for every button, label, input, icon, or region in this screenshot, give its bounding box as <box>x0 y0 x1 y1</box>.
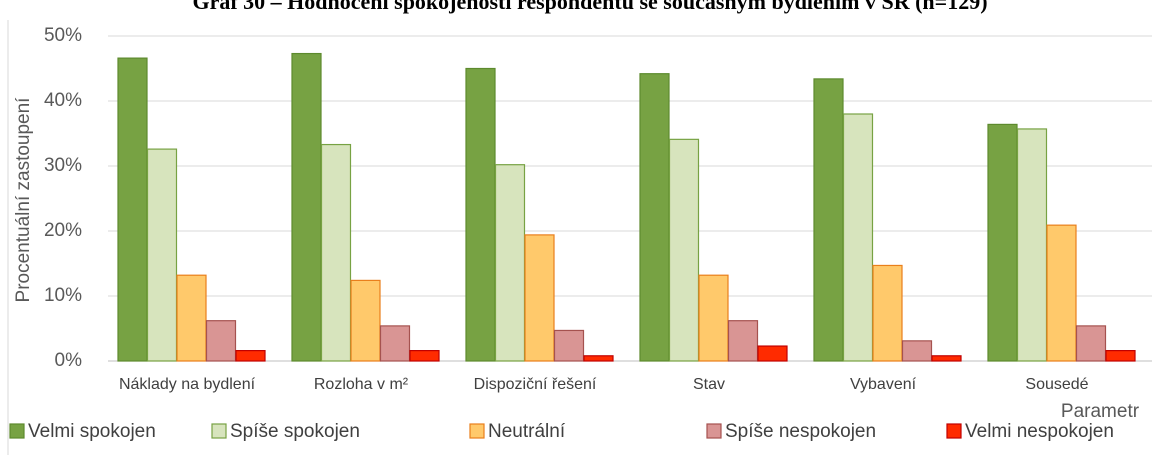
bar <box>757 345 788 362</box>
bar <box>842 113 874 362</box>
y-tick-label: 40% <box>44 90 82 111</box>
x-tick-label: Náklady na bydlení <box>119 376 256 393</box>
bar <box>409 350 440 362</box>
legend-swatch <box>706 423 722 439</box>
bar <box>465 67 496 362</box>
bar <box>291 52 322 362</box>
x-tick-label: Vybavení <box>850 376 917 393</box>
x-tick-label: Rozloha v m² <box>314 376 409 393</box>
bar <box>379 325 411 362</box>
legend-swatch <box>9 423 25 439</box>
bar <box>494 164 526 362</box>
bar <box>205 320 237 362</box>
bar <box>901 340 933 362</box>
bar <box>235 350 266 362</box>
x-tick-label: Stav <box>693 376 725 393</box>
legend-label: Velmi nespokojen <box>965 421 1114 442</box>
bar <box>639 73 670 362</box>
bar <box>872 264 903 362</box>
y-tick-label: 20% <box>44 220 82 241</box>
bar <box>320 143 352 362</box>
bar <box>1075 325 1107 362</box>
bar <box>1105 350 1136 362</box>
bar <box>176 274 207 362</box>
x-tick-label: Dispoziční řešení <box>474 376 597 393</box>
bar <box>813 78 844 362</box>
bar <box>727 320 759 362</box>
legend-label: Velmi spokojen <box>28 421 156 442</box>
bar <box>987 123 1018 362</box>
legend-label: Neutrální <box>488 421 566 442</box>
bar <box>668 138 700 362</box>
y-tick-label: 50% <box>44 25 82 46</box>
y-axis-title: Procentuální zastoupení <box>13 97 34 303</box>
bar <box>583 355 614 362</box>
legend-swatch <box>211 423 227 439</box>
bar <box>524 234 555 362</box>
bar <box>1016 128 1048 362</box>
bar <box>553 329 585 362</box>
bar <box>931 355 962 362</box>
y-tick-label: 0% <box>55 350 83 371</box>
bar <box>1046 224 1077 362</box>
legend-label: Spíše spokojen <box>230 421 360 442</box>
bar <box>146 148 178 362</box>
x-tick-label: Sousedé <box>1025 376 1088 393</box>
legend-swatch <box>946 423 962 439</box>
chart-title: Graf 30 – Hodnocení spokojenosti respond… <box>192 0 987 14</box>
y-tick-label: 30% <box>44 155 82 176</box>
x-axis-title: Parametr <box>1061 401 1140 422</box>
legend-label: Spíše nespokojen <box>725 421 876 442</box>
bar <box>350 279 381 362</box>
legend-swatch <box>469 423 485 439</box>
y-tick-label: 10% <box>44 285 82 306</box>
bar <box>698 274 729 362</box>
bar <box>117 57 148 362</box>
